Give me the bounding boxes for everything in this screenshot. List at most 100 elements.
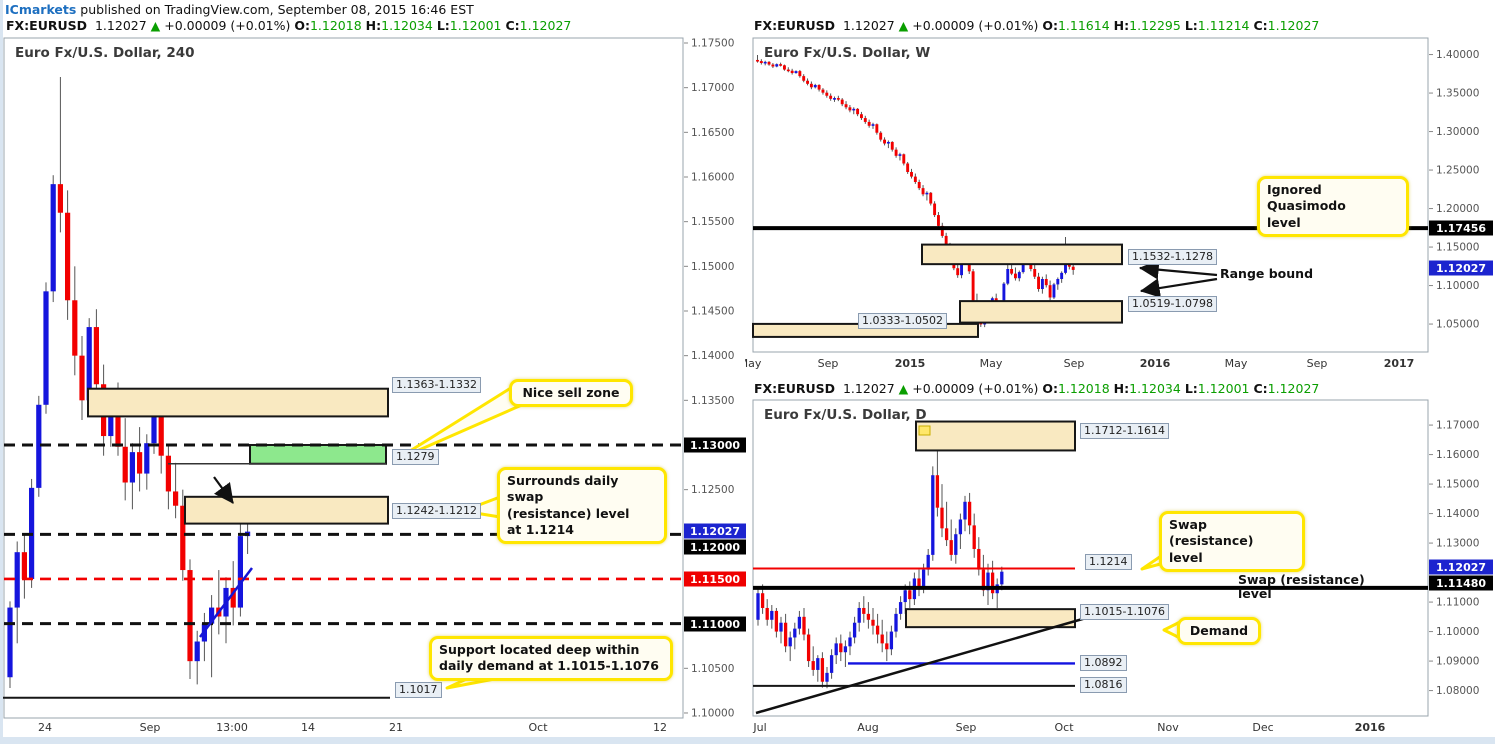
symbol-label[interactable]: FX:EURUSD	[754, 381, 836, 396]
candle-body	[833, 98, 836, 100]
callout-ignored-quasimodo[interactable]: Ignored Quasimodo level	[1257, 176, 1409, 237]
annotation-arrow[interactable]	[213, 476, 234, 504]
supply-demand-zone-box[interactable]	[184, 495, 389, 525]
page-background-strip	[0, 737, 1495, 744]
supply-demand-zone-box[interactable]	[87, 387, 389, 418]
candle-body	[937, 215, 940, 226]
candle-body	[908, 590, 912, 600]
candle-body	[886, 141, 890, 144]
price-tick-label: 1.16000	[691, 171, 734, 183]
price-tag	[1429, 220, 1493, 236]
candle-body	[1014, 273, 1017, 279]
candle-body	[910, 171, 913, 177]
candle-body	[79, 355, 85, 401]
candle-body	[811, 661, 815, 670]
candle-body	[875, 625, 880, 635]
candle-body	[237, 536, 243, 608]
candle-body	[821, 89, 825, 93]
price-tag-text: 1.11480	[1436, 577, 1486, 590]
open-value: 1.11614	[1057, 18, 1110, 33]
symbol-label[interactable]: FX:EURUSD	[754, 18, 836, 33]
price-tick-label: 1.14500	[691, 305, 734, 317]
price-tick-label: 1.35000	[1436, 88, 1479, 100]
price-tick-label: 1.15000	[1436, 242, 1479, 254]
open-value: 1.12018	[1057, 381, 1110, 396]
trendline[interactable]	[199, 567, 253, 638]
candle-body	[775, 64, 779, 67]
price-tick-label: 1.14000	[691, 350, 734, 362]
candle-body	[871, 124, 875, 126]
supply-demand-zone-box[interactable]	[752, 322, 979, 338]
price-tag	[684, 539, 746, 555]
candle-body	[57, 184, 63, 213]
page-background-strip	[0, 0, 3, 744]
price-tick-label: 1.10000	[1436, 626, 1479, 638]
callout-demand[interactable]: Demand	[1177, 617, 1261, 646]
close-value: 1.12027	[1267, 381, 1320, 396]
candle-body	[779, 622, 783, 632]
chart-daily-canvas[interactable]: 1.17000 1.16000 1.15000 1.14000 1.13000 1.110…	[745, 378, 1495, 744]
candle-body	[759, 61, 763, 64]
supply-demand-zone-box[interactable]	[921, 243, 1123, 266]
candle-body	[180, 505, 186, 571]
text-range-bound[interactable]: Range bound	[1220, 266, 1314, 281]
annotation-arrow[interactable]	[1139, 277, 1218, 298]
ticker-row-240: FX:EURUSD 1.12027 ▲ +0.00009 (+0.01%) O:…	[6, 18, 572, 33]
candle-body	[880, 634, 884, 644]
time-axis-label: Aug	[857, 721, 878, 734]
high-value: 1.12295	[1129, 18, 1181, 33]
time-axis-label: 13:00	[216, 721, 248, 734]
price-tick-label: 1.12500	[691, 484, 734, 496]
time-axis-label: Jul	[752, 721, 766, 734]
chart-240-canvas[interactable]: 1.17500 1.17000 1.16500 1.16000 1.15500 1.150…	[0, 0, 750, 744]
drawing-anchor-handle[interactable]	[918, 425, 931, 436]
price-tag	[1429, 559, 1493, 575]
text-swap-resistance-level[interactable]: Swap (resistance) level	[1238, 572, 1365, 601]
candle-body	[981, 569, 986, 591]
low-value: 1.11214	[1197, 18, 1250, 33]
candle-body	[843, 646, 848, 653]
time-axis-label: May	[980, 357, 1003, 370]
sell-zone-box[interactable]	[249, 443, 387, 465]
up-arrow-icon: ▲	[898, 381, 909, 396]
price-tag	[684, 571, 746, 587]
publisher-line: ICmarkets published on TradingView.com, …	[5, 2, 474, 17]
candle-body	[986, 572, 990, 591]
candle-body	[963, 501, 967, 520]
time-axis-label: 2016	[1355, 721, 1386, 734]
candle-body	[852, 108, 856, 111]
candle-body	[86, 327, 92, 401]
candle-body	[933, 203, 937, 216]
supply-demand-zone-box[interactable]	[905, 608, 1076, 629]
time-axis-label: 2016	[1140, 357, 1171, 370]
supply-demand-zone-box[interactable]	[915, 420, 1076, 452]
price-tick-label: 1.10500	[691, 663, 734, 675]
price-tag-text: 1.12027	[1436, 262, 1486, 275]
callout-swap-resistance[interactable]: Swap (resistance) level	[1159, 511, 1305, 572]
price-tick-label: 1.05000	[1436, 319, 1479, 331]
last-price: 1.12027	[842, 18, 895, 33]
annotation-arrow[interactable]	[1138, 259, 1218, 280]
time-axis-label: Sep	[818, 357, 839, 370]
supply-demand-zone-box[interactable]	[959, 300, 1123, 324]
callout-nice-sell-zone[interactable]: Nice sell zone	[509, 379, 633, 408]
trendline[interactable]	[755, 616, 1087, 715]
candle-body	[816, 658, 820, 670]
change: +0.00009 (+0.01%)	[164, 18, 291, 33]
symbol-label[interactable]: FX:EURUSD	[6, 18, 88, 33]
time-axis-label: 14	[301, 721, 315, 734]
candle-body	[889, 631, 894, 650]
candle-body	[1000, 571, 1004, 585]
price-tag-text: 1.17456	[1436, 222, 1486, 235]
time-axis-label: Oct	[528, 721, 548, 734]
candle-body	[173, 491, 179, 506]
candle-body	[990, 572, 995, 594]
price-tag	[1429, 260, 1493, 276]
callout-surrounds-swap[interactable]: Surrounds daily swap (resistance) level …	[497, 467, 667, 544]
callout-support-demand[interactable]: Support located deep within daily demand…	[429, 636, 673, 681]
candle-body	[921, 188, 925, 195]
high-value: 1.12034	[1129, 381, 1181, 396]
last-price: 1.12027	[842, 381, 895, 396]
publisher-brand-link[interactable]: ICmarkets	[5, 2, 77, 17]
